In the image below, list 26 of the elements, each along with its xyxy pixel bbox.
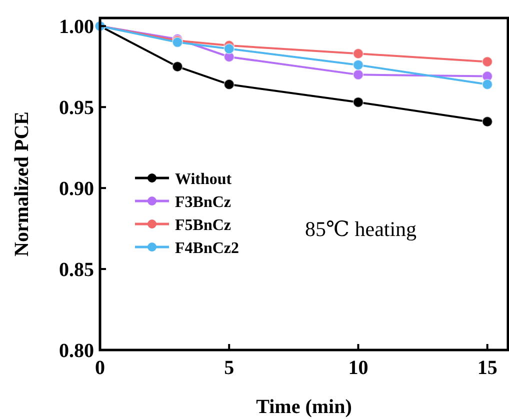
point <box>172 61 183 72</box>
x-tick-label: 0 <box>95 357 105 379</box>
legend-label: F4BnCz2 <box>175 240 239 257</box>
y-tick-label: 0.95 <box>59 97 94 120</box>
y-tick-label: 0.90 <box>59 178 94 200</box>
x-axis-title: Time (min) <box>256 396 352 418</box>
point <box>352 59 364 70</box>
point <box>224 78 235 90</box>
point <box>352 69 364 80</box>
point <box>482 56 493 68</box>
point <box>482 78 493 90</box>
legend-label: F3BnCz <box>175 194 231 211</box>
point <box>352 48 364 60</box>
y-tick-label: 0.85 <box>59 259 94 282</box>
legend-label: F5BnCz <box>175 217 231 234</box>
y-axis-title: Normalized PCE <box>11 112 33 256</box>
point <box>482 116 493 128</box>
x-tick-label: 5 <box>224 357 234 379</box>
y-tick-label: 1.00 <box>59 16 94 38</box>
legend-label: Without <box>175 171 232 188</box>
x-tick-label: 15 <box>477 357 498 379</box>
y-tick-label: 0.80 <box>59 340 94 362</box>
annotation: 85℃ heating <box>305 217 418 241</box>
point <box>224 43 235 54</box>
x-tick-label: 10 <box>348 357 368 379</box>
point <box>352 96 364 108</box>
